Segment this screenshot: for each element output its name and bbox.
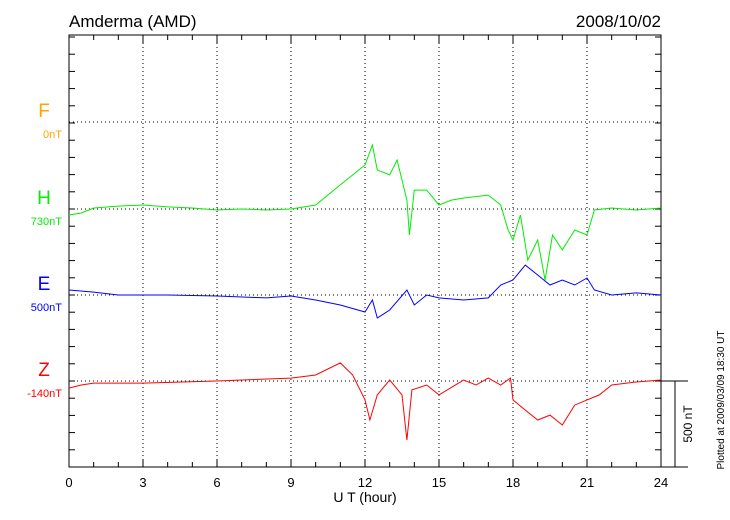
trace-z [68,362,662,441]
baseline-label-h: 730nT [31,216,62,228]
plotted-at-footer: Plotted at 2009/03/09 18:30 UT [716,331,727,470]
x-tick-label: 18 [506,475,520,490]
baseline-label-z: -140nT [27,388,62,400]
component-label-z: Z [38,360,50,381]
x-tick-label: 21 [580,475,594,490]
x-tick-label: 12 [358,475,372,490]
x-tick-label: 0 [65,475,72,490]
trace-e [68,264,662,319]
chart-title: Amderma (AMD) [69,12,197,31]
x-tick-label: 3 [139,475,146,490]
x-tick-label: 24 [654,475,668,490]
component-label-f: F [38,101,50,122]
x-tick-label: 6 [213,475,220,490]
x-axis-label: U T (hour) [333,489,396,505]
chart-date: 2008/10/02 [576,12,661,31]
trace-h [68,143,662,281]
component-label-e: E [38,274,51,295]
component-label-h: H [37,188,51,209]
x-tick-label: 15 [432,475,446,490]
scale-label: 500 nT [681,405,695,443]
baseline-label-e: 500nT [31,302,62,314]
baseline-label-f: 0nT [43,129,62,141]
x-tick-label: 9 [287,475,294,490]
